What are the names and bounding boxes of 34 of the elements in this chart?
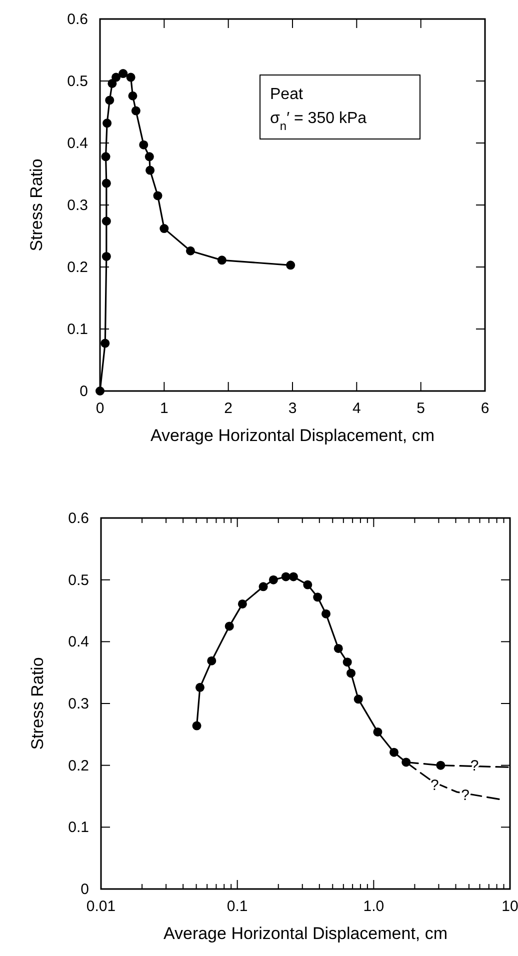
- y-tick-label: 0.6: [67, 11, 88, 28]
- annotation: σ$_{n}$′ = 350 kPa: [270, 110, 367, 133]
- y-tick-label: 0.6: [68, 510, 89, 527]
- y-axis-title: Stress Ratio: [27, 158, 46, 252]
- y-tick-label: 0.3: [68, 696, 89, 712]
- y-tick-label: 0.2: [67, 259, 88, 276]
- x-axis-title: Average Horizontal Displacement, cm: [150, 426, 435, 445]
- y-tick-label: 0: [80, 881, 89, 898]
- y-tick-label: 0.2: [68, 757, 89, 774]
- x-axis-title: Average Horizontal Displacement, cm: [163, 924, 448, 943]
- x-tick-label: 1: [160, 400, 168, 417]
- x-tick-label: 3: [288, 400, 297, 417]
- y-tick-label: 0.4: [67, 135, 88, 152]
- y-tick-label: 0.1: [68, 819, 89, 836]
- x-tick-label: 0.01: [86, 898, 116, 915]
- y-axis-title: Stress Ratio: [28, 657, 47, 750]
- x-tick-label: 1.0: [363, 898, 384, 915]
- y-tick-label: 0.3: [67, 197, 88, 214]
- y-tick-label: 0: [80, 383, 88, 400]
- x-tick-label: 0.1: [226, 898, 248, 915]
- x-tick-label: 6: [480, 400, 490, 417]
- x-tick-label: 0: [96, 400, 104, 417]
- y-tick-label: 0.5: [68, 572, 89, 589]
- x-tick-label: 5: [416, 400, 426, 417]
- x-tick-label: 2: [224, 400, 233, 417]
- y-tick-label: 0.1: [67, 321, 88, 338]
- annotation: Peat: [270, 86, 304, 103]
- x-tick-label: 10: [502, 898, 518, 915]
- x-tick-label: 4: [352, 400, 361, 417]
- y-tick-label: 0.4: [68, 634, 89, 651]
- y-tick-label: 0.5: [67, 73, 88, 90]
- annotation: ?: [430, 777, 439, 794]
- annotation: ?: [470, 757, 479, 774]
- annotation: ?: [461, 787, 470, 804]
